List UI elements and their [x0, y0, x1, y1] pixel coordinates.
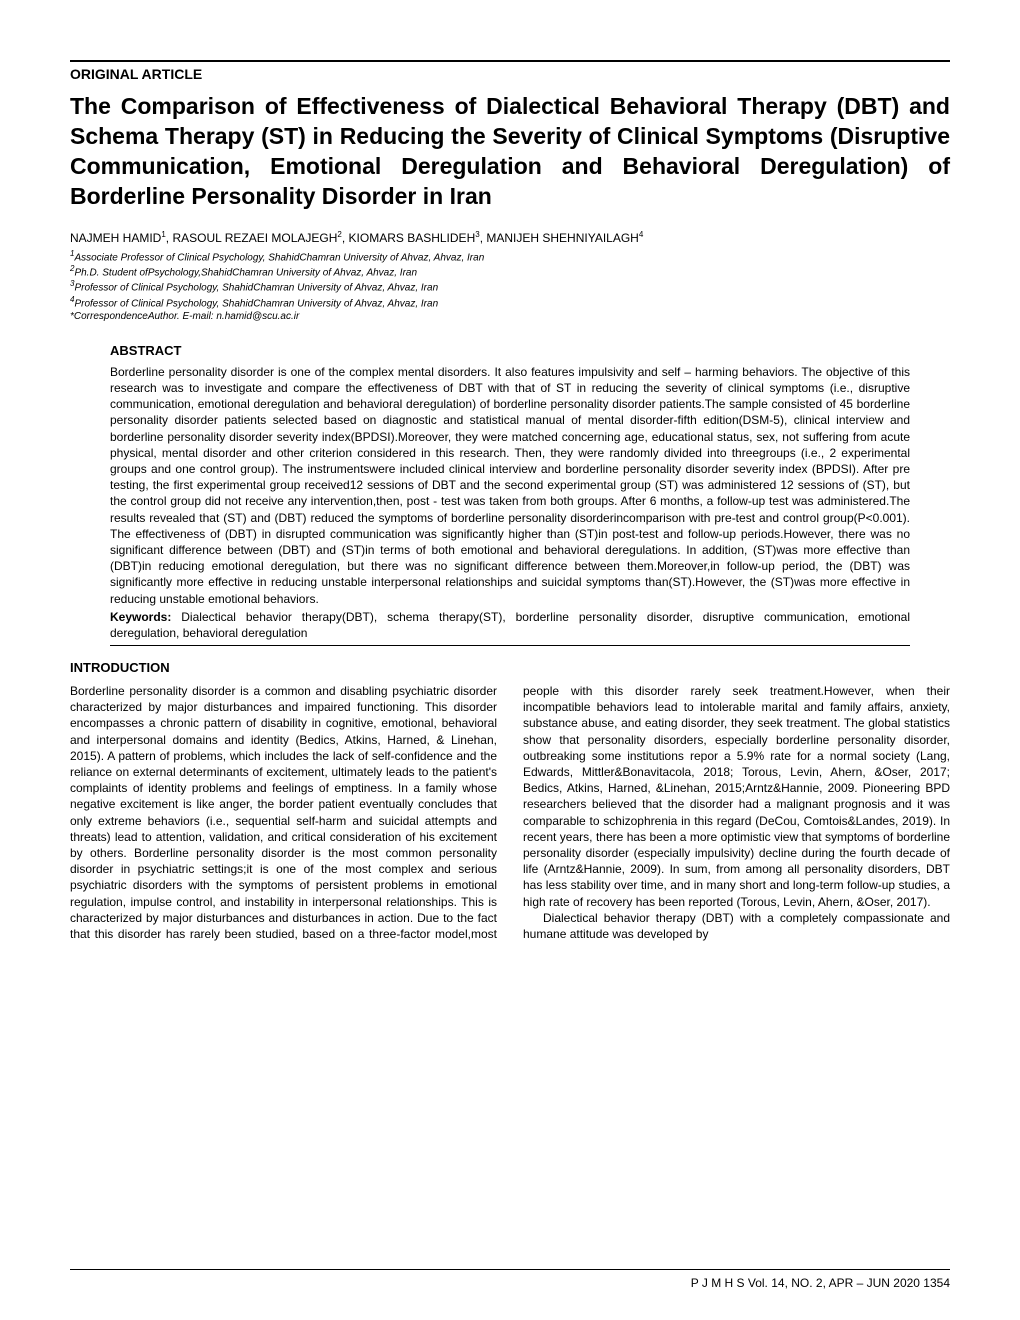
introduction-heading: INTRODUCTION: [70, 660, 950, 675]
correspondence: *CorrespondenceAuthor. E-mail: n.hamid@s…: [70, 310, 950, 323]
affiliation-3: 3Professor of Clinical Psychology, Shahi…: [70, 279, 950, 294]
sup-3: 3: [475, 230, 479, 239]
affiliation-2: 2Ph.D. Student ofPsychology,ShahidChamra…: [70, 264, 950, 279]
author-1: NAJMEH HAMID: [70, 231, 161, 245]
authors-line: NAJMEH HAMID1, RASOUL REZAEI MOLAJEGH2, …: [70, 230, 950, 245]
sup-4: 4: [639, 230, 643, 239]
affiliation-1: 1Associate Professor of Clinical Psychol…: [70, 249, 950, 264]
abstract-body: Borderline personality disorder is one o…: [110, 364, 910, 607]
article-title: The Comparison of Effectiveness of Diale…: [70, 92, 950, 212]
sup-1: 1: [161, 230, 165, 239]
author-4: MANIJEH SHEHNIYAILAGH: [486, 231, 638, 245]
sup-2: 2: [337, 230, 341, 239]
section-label: ORIGINAL ARTICLE: [70, 60, 950, 82]
intro-paragraph-1: Borderline personality disorder is a com…: [70, 683, 950, 942]
keywords-text: Dialectical behavior therapy(DBT), schem…: [110, 610, 910, 640]
intro-paragraph-2: Dialectical behavior therapy (DBT) with …: [523, 910, 950, 942]
author-2: RASOUL REZAEI MOLAJEGH: [172, 231, 337, 245]
body-columns: Borderline personality disorder is a com…: [70, 683, 950, 942]
abstract-block: ABSTRACT Borderline personality disorder…: [110, 343, 910, 646]
keywords-line: Keywords: Dialectical behavior therapy(D…: [110, 609, 910, 641]
abstract-rule: [110, 645, 910, 646]
affiliation-4: 4Professor of Clinical Psychology, Shahi…: [70, 295, 950, 310]
page-footer: P J M H S Vol. 14, NO. 2, APR – JUN 2020…: [70, 1269, 950, 1290]
abstract-heading: ABSTRACT: [110, 343, 910, 358]
keywords-label: Keywords:: [110, 610, 171, 624]
author-3: KIOMARS BASHLIDEH: [349, 231, 476, 245]
